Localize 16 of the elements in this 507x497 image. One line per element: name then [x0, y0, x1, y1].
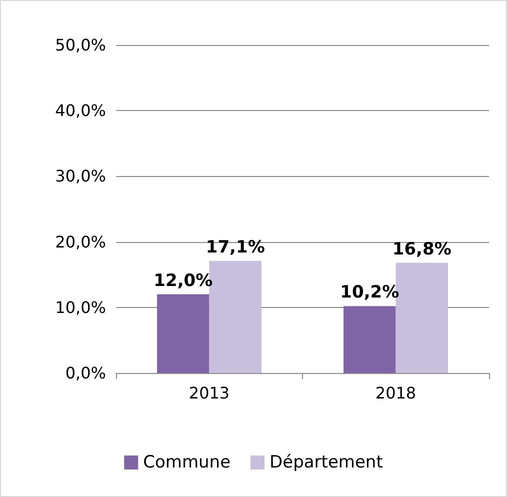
- y-tick-label: 30,0%: [55, 166, 106, 186]
- legend-label: Département: [270, 452, 384, 472]
- bar: [344, 306, 396, 373]
- y-tick-label: 50,0%: [55, 36, 106, 54]
- y-tick-label: 40,0%: [55, 101, 106, 120]
- data-label: 17,1%: [206, 237, 265, 258]
- data-label: 12,0%: [154, 270, 213, 291]
- y-tick-label: 20,0%: [55, 232, 106, 252]
- data-label: 10,2%: [340, 282, 400, 303]
- y-tick-label: 0,0%: [65, 364, 106, 382]
- x-tick-label: 2018: [375, 384, 416, 402]
- legend-label: Commune: [143, 452, 231, 472]
- bar: [157, 294, 210, 373]
- x-tick-label: 2013: [188, 384, 230, 402]
- data-label: 16,8%: [392, 239, 452, 260]
- y-tick-label: 10,0%: [55, 298, 106, 317]
